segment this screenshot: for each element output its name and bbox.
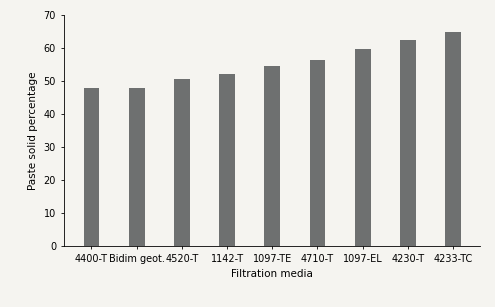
Y-axis label: Paste solid percentage: Paste solid percentage [28,71,38,190]
Bar [129,88,145,246]
Bar [84,88,99,246]
Bar [400,40,416,246]
Bar [445,33,461,246]
Bar [174,80,190,246]
Bar [309,60,325,246]
X-axis label: Filtration media: Filtration media [231,270,313,279]
Bar [264,66,280,246]
Bar [219,74,235,246]
Bar [355,49,371,246]
